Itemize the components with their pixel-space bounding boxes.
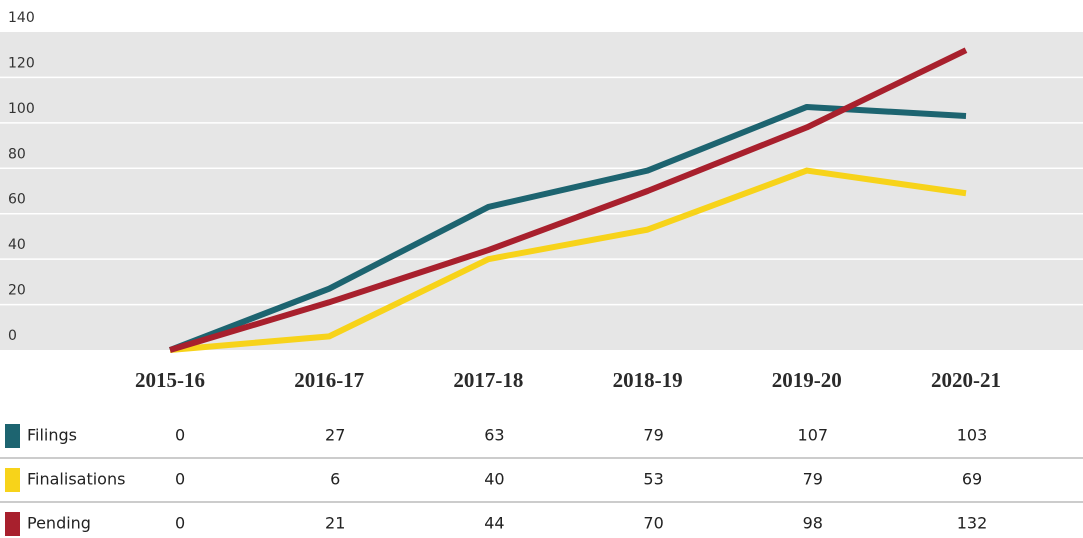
table-value: 132	[957, 514, 988, 533]
table-value: 27	[325, 426, 345, 445]
series-line	[169, 167, 967, 353]
x-tick-label: 2015-16	[135, 368, 205, 392]
table-value: 103	[957, 426, 988, 445]
y-tick-label: 60	[8, 192, 26, 208]
table-value: 44	[484, 514, 504, 533]
y-tick-label: 100	[8, 101, 35, 117]
series-line	[169, 47, 968, 353]
series-line	[168, 103, 967, 353]
x-tick-label: 2019-20	[772, 368, 842, 392]
table-value: 98	[803, 514, 823, 533]
legend-label: Finalisations	[27, 470, 125, 489]
x-tick-label: 2017-18	[453, 368, 523, 392]
legend-swatch	[5, 468, 20, 492]
table-value: 40	[484, 470, 504, 489]
legend-swatch	[5, 424, 20, 448]
table-value: 70	[643, 514, 663, 533]
table-value: 69	[962, 470, 982, 489]
legend-label: Filings	[27, 426, 77, 445]
x-tick-label: 2016-17	[294, 368, 364, 392]
table-value: 63	[484, 426, 504, 445]
y-tick-label: 120	[8, 55, 35, 71]
y-tick-label: 80	[8, 146, 26, 162]
x-tick-label: 2018-19	[613, 368, 683, 392]
table-value: 53	[643, 470, 663, 489]
y-tick-label: 40	[8, 237, 26, 253]
legend-label: Pending	[27, 514, 91, 533]
table-value: 6	[330, 470, 340, 489]
x-tick-label: 2020-21	[931, 368, 1001, 392]
y-tick-label: 0	[8, 328, 17, 344]
y-tick-label: 140	[8, 10, 35, 26]
table-value: 107	[798, 426, 829, 445]
table-value: 0	[175, 514, 185, 533]
y-tick-label: 20	[8, 283, 26, 299]
table-value: 0	[175, 470, 185, 489]
table-value: 79	[643, 426, 663, 445]
legend-swatch	[5, 512, 20, 536]
plot-background	[0, 32, 1083, 350]
table-value: 0	[175, 426, 185, 445]
table-value: 21	[325, 514, 345, 533]
table-value: 79	[803, 470, 823, 489]
